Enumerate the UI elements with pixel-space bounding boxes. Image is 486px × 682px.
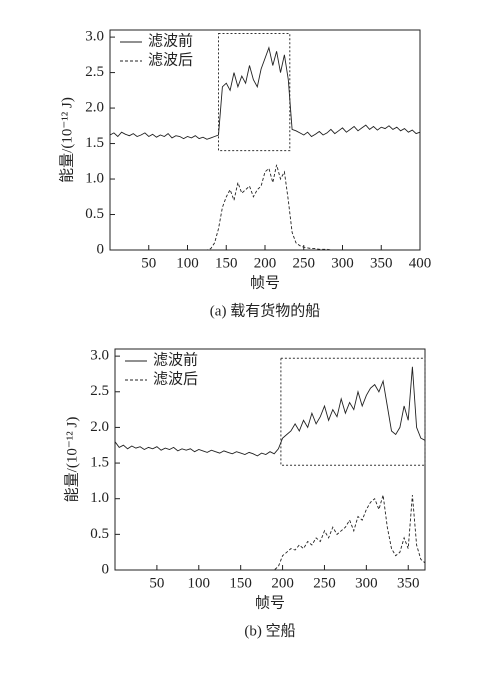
x-tick-label: 300 bbox=[331, 255, 354, 271]
x-tick-label: 200 bbox=[271, 575, 294, 591]
caption: (b) 空船 bbox=[244, 622, 295, 639]
x-tick-label: 350 bbox=[370, 255, 393, 271]
series-line bbox=[114, 366, 426, 457]
highlight-box bbox=[280, 357, 426, 466]
highlight-box bbox=[218, 33, 291, 152]
y-tick-label: 0.5 bbox=[90, 526, 109, 542]
x-tick-label: 100 bbox=[188, 575, 211, 591]
x-tick-label: 150 bbox=[229, 575, 252, 591]
caption: (a) 载有货物的船 bbox=[210, 302, 320, 319]
x-tick-label: 50 bbox=[141, 255, 156, 271]
x-tick-label: 200 bbox=[254, 255, 277, 271]
series-line bbox=[109, 46, 421, 140]
x-tick-label: 100 bbox=[176, 255, 199, 271]
y-tick-label: 0 bbox=[102, 561, 110, 577]
y-tick-label: 2.5 bbox=[85, 64, 104, 80]
y-tick-label: 1.0 bbox=[90, 490, 109, 506]
y-tick-label: 1.0 bbox=[85, 170, 104, 186]
legend-label: 滤波前 bbox=[148, 32, 193, 49]
y-tick-label: 0.5 bbox=[85, 206, 104, 222]
y-tick-label: 0 bbox=[97, 241, 105, 257]
y-tick-label: 2.0 bbox=[85, 100, 104, 116]
y-tick-label: 1.5 bbox=[85, 135, 104, 151]
x-tick-label: 350 bbox=[397, 575, 420, 591]
y-tick-label: 3.0 bbox=[85, 29, 104, 45]
y-tick-label: 2.5 bbox=[90, 383, 109, 399]
y-tick-label: 3.0 bbox=[90, 348, 109, 364]
series-line bbox=[110, 164, 420, 251]
x-axis-label: 帧号 bbox=[250, 274, 280, 291]
series-line bbox=[115, 494, 426, 571]
x-tick-label: 250 bbox=[313, 575, 336, 591]
legend-label: 滤波后 bbox=[148, 51, 193, 68]
x-tick-label: 250 bbox=[293, 255, 316, 271]
y-tick-label: 1.5 bbox=[90, 455, 109, 471]
x-tick-label: 400 bbox=[409, 255, 432, 271]
legend-label: 滤波后 bbox=[153, 370, 198, 387]
x-tick-label: 300 bbox=[355, 575, 378, 591]
y-axis-label: 能量/(10⁻¹² J) bbox=[63, 417, 80, 503]
legend-label: 滤波前 bbox=[153, 351, 198, 368]
x-tick-label: 50 bbox=[149, 575, 164, 591]
y-tick-label: 2.0 bbox=[90, 419, 109, 435]
x-tick-label: 150 bbox=[215, 255, 238, 271]
y-axis-label: 能量/(10⁻¹² J) bbox=[58, 97, 75, 183]
x-axis-label: 帧号 bbox=[255, 594, 285, 611]
